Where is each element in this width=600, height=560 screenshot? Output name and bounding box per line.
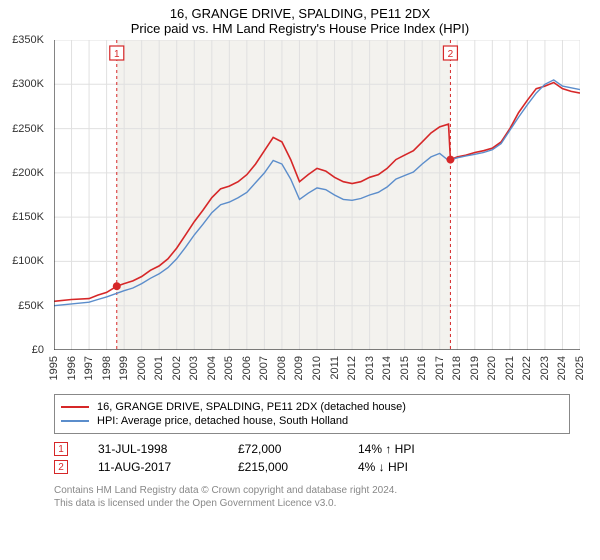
y-tick-label: £300K <box>12 78 44 90</box>
legend-label: HPI: Average price, detached house, Sout… <box>97 415 348 427</box>
sale-marker: 1 <box>54 442 68 456</box>
sale-date: 31-JUL-1998 <box>98 442 208 456</box>
sale-marker: 2 <box>54 460 68 474</box>
sale-delta: 14% ↑ HPI <box>358 442 415 456</box>
legend-item: 16, GRANGE DRIVE, SPALDING, PE11 2DX (de… <box>61 401 563 413</box>
y-tick-label: £150K <box>12 211 44 223</box>
x-tick-label: 2023 <box>539 356 551 380</box>
x-tick-label: 2021 <box>504 356 516 380</box>
chart-title: 16, GRANGE DRIVE, SPALDING, PE11 2DX <box>0 0 600 21</box>
x-tick-label: 1996 <box>66 356 78 380</box>
footer-line: This data is licensed under the Open Gov… <box>54 497 570 510</box>
x-tick-label: 1995 <box>48 356 60 380</box>
x-tick-label: 2002 <box>171 356 183 380</box>
footer-line: Contains HM Land Registry data © Crown c… <box>54 484 570 497</box>
x-tick-label: 2016 <box>416 356 428 380</box>
legend-swatch <box>61 420 89 422</box>
legend-item: HPI: Average price, detached house, Sout… <box>61 415 563 427</box>
x-tick-label: 2018 <box>451 356 463 380</box>
line-chart: 12 <box>54 40 580 350</box>
y-tick-label: £250K <box>12 123 44 135</box>
sale-price: £215,000 <box>238 460 328 474</box>
x-tick-label: 2019 <box>469 356 481 380</box>
x-tick-label: 2004 <box>206 356 218 380</box>
x-axis: 1995199619971998199920002001200220032004… <box>54 354 580 394</box>
footer-attribution: Contains HM Land Registry data © Crown c… <box>54 484 570 510</box>
x-tick-label: 2001 <box>153 356 165 380</box>
sale-delta: 4% ↓ HPI <box>358 460 408 474</box>
x-tick-label: 2014 <box>381 356 393 380</box>
plot-area: £0£50K£100K£150K£200K£250K£300K£350K 12 … <box>0 40 600 350</box>
legend-swatch <box>61 406 89 408</box>
x-tick-label: 2025 <box>574 356 586 380</box>
x-tick-label: 1997 <box>83 356 95 380</box>
svg-text:1: 1 <box>114 49 120 60</box>
legend-label: 16, GRANGE DRIVE, SPALDING, PE11 2DX (de… <box>97 401 406 413</box>
y-tick-label: £100K <box>12 255 44 267</box>
y-tick-label: £50K <box>18 300 44 312</box>
x-tick-label: 2022 <box>521 356 533 380</box>
y-tick-label: £350K <box>12 34 44 46</box>
sales-table: 1 31-JUL-1998 £72,000 14% ↑ HPI 2 11-AUG-2017… <box>54 442 570 474</box>
x-tick-label: 2012 <box>346 356 358 380</box>
x-tick-label: 2024 <box>556 356 568 380</box>
sale-row: 2 11-AUG-2017 £215,000 4% ↓ HPI <box>54 460 570 474</box>
chart-container: 16, GRANGE DRIVE, SPALDING, PE11 2DX Pri… <box>0 0 600 560</box>
x-tick-label: 2007 <box>258 356 270 380</box>
sale-date: 11-AUG-2017 <box>98 460 208 474</box>
x-tick-label: 2020 <box>486 356 498 380</box>
x-tick-label: 2008 <box>276 356 288 380</box>
x-tick-label: 2006 <box>241 356 253 380</box>
x-tick-label: 2010 <box>311 356 323 380</box>
sale-price: £72,000 <box>238 442 328 456</box>
y-axis: £0£50K£100K£150K£200K£250K£300K£350K <box>0 40 50 350</box>
y-tick-label: £200K <box>12 167 44 179</box>
x-tick-label: 2017 <box>434 356 446 380</box>
x-tick-label: 2009 <box>293 356 305 380</box>
x-tick-label: 2003 <box>188 356 200 380</box>
x-tick-label: 2000 <box>136 356 148 380</box>
x-tick-label: 2005 <box>223 356 235 380</box>
x-tick-label: 1998 <box>101 356 113 380</box>
x-tick-label: 2013 <box>364 356 376 380</box>
legend: 16, GRANGE DRIVE, SPALDING, PE11 2DX (de… <box>54 394 570 434</box>
x-tick-label: 2011 <box>329 356 341 380</box>
y-tick-label: £0 <box>32 344 44 356</box>
sale-row: 1 31-JUL-1998 £72,000 14% ↑ HPI <box>54 442 570 456</box>
x-tick-label: 1999 <box>118 356 130 380</box>
chart-subtitle: Price paid vs. HM Land Registry's House … <box>0 21 600 40</box>
x-tick-label: 2015 <box>399 356 411 380</box>
svg-text:2: 2 <box>448 49 454 60</box>
